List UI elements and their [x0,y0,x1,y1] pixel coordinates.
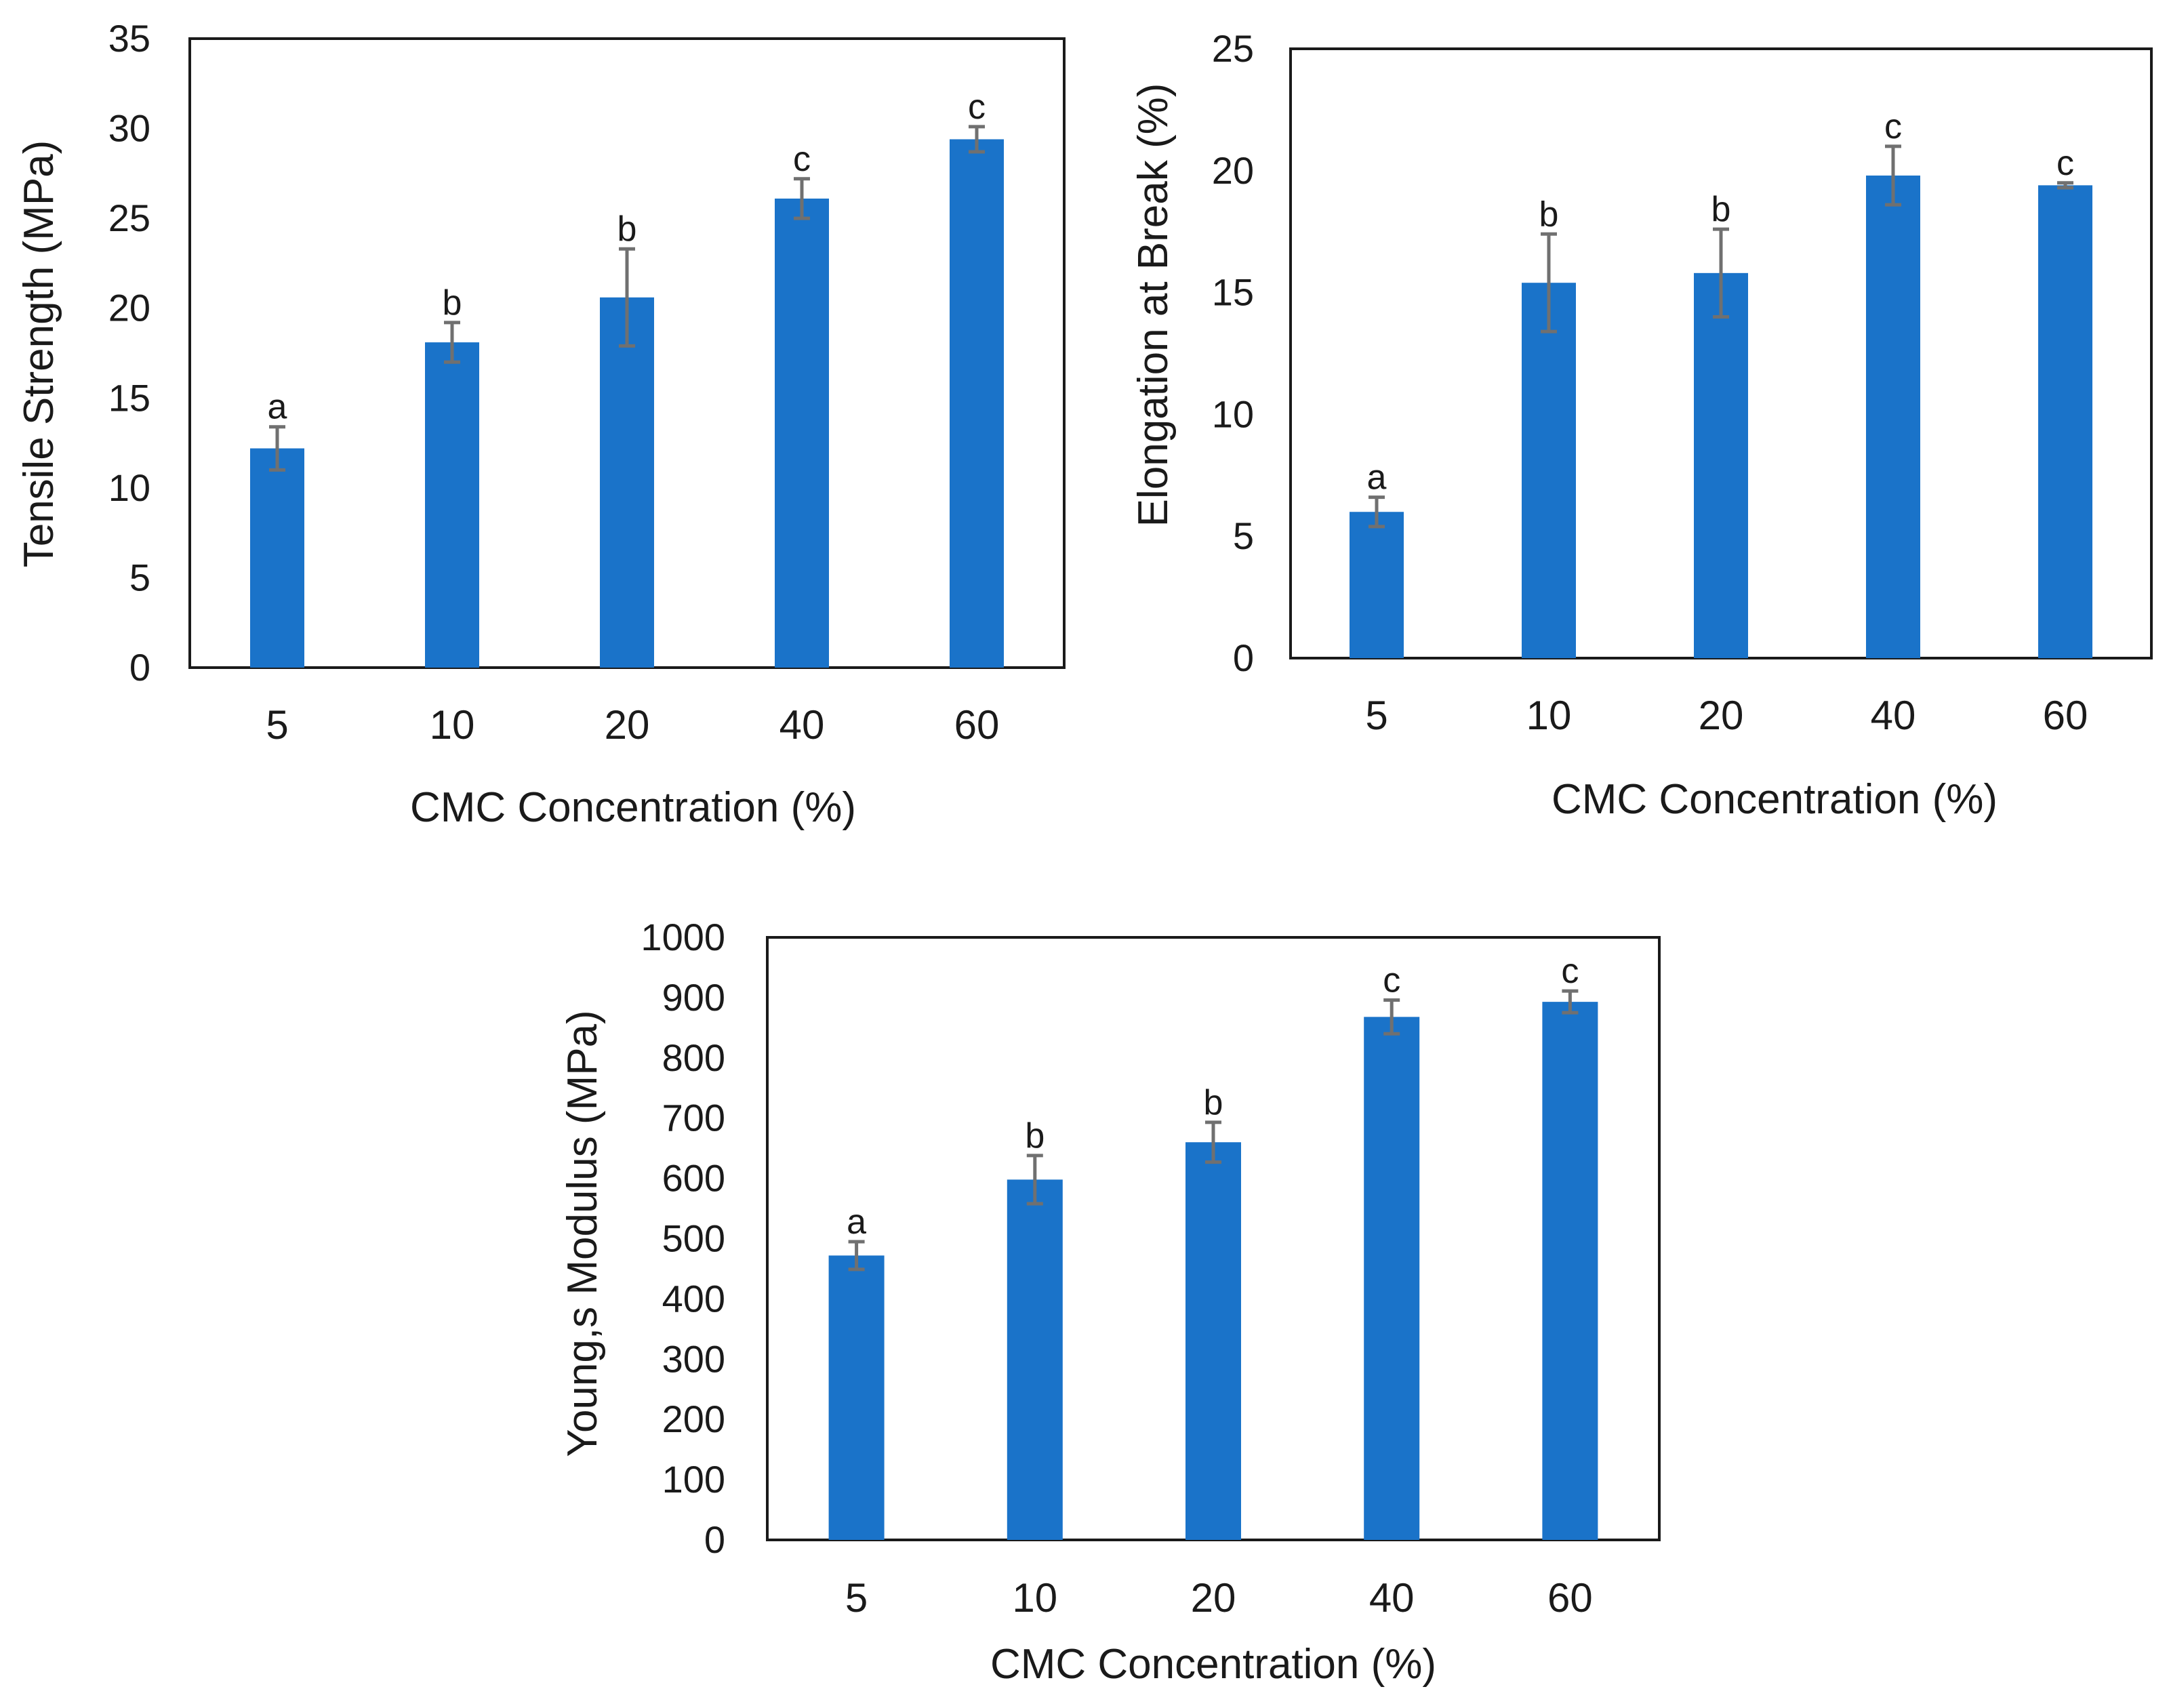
y-tick-label: 5 [129,556,150,598]
bar [1350,512,1404,658]
y-tick-label: 100 [662,1458,725,1501]
significance-label: a [847,1202,866,1242]
panel-tensile-strength: 0 5 10 15 20 25 30 35 a b b c c 5 10 20 40 60 CMC Conce… [16,17,1066,831]
y-tick-labels: 0 5 10 15 20 25 [1212,27,1254,679]
y-tick-label: 0 [129,646,150,689]
bar [2038,185,2092,659]
y-tick-labels: 0 5 10 15 20 25 30 35 [108,17,150,689]
y-tick-label: 25 [1212,27,1254,70]
significance-label: c [793,140,811,179]
y-tick-label: 300 [662,1337,725,1380]
bar [425,342,479,668]
significance-label: b [1025,1116,1045,1156]
y-tick-label: 700 [662,1097,725,1139]
y-axis-label: Tensile Strength (MPa) [16,140,62,568]
significance-label: c [2056,144,2074,183]
significance-label: a [1367,458,1387,497]
category-labels: 5 10 20 40 60 [266,702,999,748]
category-label: 10 [1012,1575,1057,1621]
bar [250,448,304,668]
category-label: 40 [779,702,825,748]
x-axis-label: CMC Concentration (%) [410,784,856,831]
y-tick-label: 20 [1212,149,1254,192]
significance-label: b [1711,190,1731,229]
bar [1866,175,1920,658]
y-tick-label: 25 [108,197,150,239]
y-tick-label: 5 [1233,514,1254,557]
y-tick-label: 0 [704,1518,725,1561]
y-tick-label: 10 [1212,392,1254,435]
bar [600,297,654,668]
significance-label: c [1383,960,1400,1000]
category-label: 5 [1365,693,1387,738]
y-tick-label: 0 [1233,636,1254,679]
y-tick-label: 1000 [641,916,725,958]
x-axis-label: CMC Concentration (%) [1552,776,1998,823]
y-tick-label: 200 [662,1398,725,1440]
bar [1364,1017,1420,1540]
category-label: 60 [1547,1575,1593,1621]
category-label: 20 [1191,1575,1236,1621]
y-tick-label: 500 [662,1217,725,1260]
significance-label: c [968,87,986,127]
significance-label: b [617,209,637,249]
category-label: 60 [954,702,1000,748]
bar [1694,272,1748,658]
panel-elongation-at-break: 0 5 10 15 20 25 a b b c c 5 10 20 40 60 CMC Concentra… [1130,27,2153,823]
category-label: 20 [1699,693,1744,738]
bar [1007,1179,1063,1540]
significance-label: c [1561,952,1579,991]
bar [1185,1142,1241,1540]
x-axis-label: CMC Concentration (%) [990,1641,1436,1688]
bars: a b b c c [828,952,1598,1540]
bars: a b b c c [1350,107,2092,659]
y-tick-label: 800 [662,1036,725,1079]
category-label: 5 [266,702,288,748]
category-label: 5 [845,1575,868,1621]
bar [828,1255,885,1540]
category-label: 40 [1871,693,1916,738]
category-label: 40 [1369,1575,1415,1621]
y-axis-label: Young,s Modulus (MPa) [559,1010,606,1457]
bar [950,139,1004,668]
y-tick-label: 10 [108,466,150,509]
y-axis-label: Elongation at Break (%) [1130,83,1177,527]
significance-label: b [1539,195,1559,234]
y-tick-label: 400 [662,1277,725,1320]
category-label: 10 [1526,693,1572,738]
y-tick-label: 15 [108,376,150,419]
significance-label: b [1204,1083,1223,1122]
y-tick-label: 35 [108,17,150,60]
category-label: 10 [430,702,475,748]
y-tick-label: 15 [1212,271,1254,314]
significance-label: b [443,283,462,323]
significance-label: c [1884,107,1902,146]
y-tick-labels: 0 100 200 300 400 500 600 700 800 900 1000 [641,916,725,1561]
y-tick-label: 30 [108,107,150,150]
bar [775,198,829,668]
bar [1542,1002,1598,1540]
category-labels: 5 10 20 40 60 [845,1575,1593,1621]
significance-label: a [268,388,287,427]
y-tick-label: 600 [662,1157,725,1200]
y-tick-label: 20 [108,287,150,329]
category-labels: 5 10 20 40 60 [1365,693,2088,738]
bar [1522,283,1576,658]
y-tick-label: 900 [662,976,725,1019]
panel-youngs-modulus: 0 100 200 300 400 500 600 700 800 900 1000 a b b c c 5… [559,916,1661,1688]
category-label: 60 [2043,693,2088,738]
category-label: 20 [605,702,650,748]
bars: a b b c c [250,87,1004,668]
